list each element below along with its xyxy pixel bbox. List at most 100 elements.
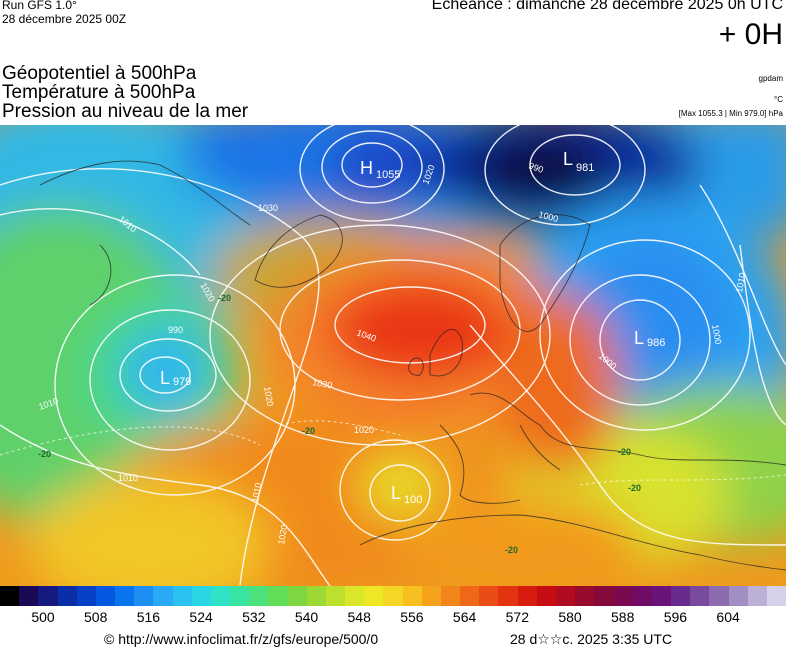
pressure-center-value: 1055 bbox=[376, 169, 400, 181]
pressure-center-value: 979 bbox=[173, 376, 191, 388]
isobars bbox=[0, 125, 786, 586]
legend-swatch bbox=[766, 586, 786, 606]
legend-swatch bbox=[0, 586, 20, 606]
title-geopotential: Géopotentiel à 500hPa bbox=[2, 63, 197, 84]
legend-swatch bbox=[440, 586, 461, 606]
legend-swatch bbox=[115, 586, 135, 606]
legend-swatch bbox=[268, 586, 288, 606]
legend-swatch bbox=[153, 586, 173, 606]
legend-tick-label: 508 bbox=[84, 609, 108, 625]
legend-swatch bbox=[345, 586, 365, 606]
isobar-labels: 990 1000 1010 1020 1030 1040 1000 1010 1… bbox=[37, 160, 747, 545]
legend-swatch bbox=[651, 586, 672, 606]
isobar-label: 1010 bbox=[734, 272, 747, 293]
pressure-center-type: L bbox=[634, 328, 644, 348]
isobar-label: 1020 bbox=[276, 524, 289, 545]
isobar-label: 1010 bbox=[250, 482, 263, 503]
legend-tick-label: 516 bbox=[136, 609, 161, 625]
legend-swatch bbox=[594, 586, 614, 606]
legend-swatch bbox=[498, 586, 518, 606]
legend-swatch bbox=[632, 586, 652, 606]
isobar-label: 1030 bbox=[312, 377, 333, 390]
pressure-max-min: [Max 1055.3 | Min 979.0] hPa bbox=[678, 109, 783, 118]
pressure-center-value: 986 bbox=[647, 337, 665, 349]
legend-swatch bbox=[536, 586, 556, 606]
pressure-center-value: 981 bbox=[576, 162, 594, 174]
legend-tick-label: 604 bbox=[716, 609, 740, 625]
copyright-url: © http://www.infoclimat.fr/z/gfs/europe/… bbox=[104, 631, 379, 647]
isotherm-label: -20 bbox=[505, 545, 518, 555]
legend-ticks: 500 508 516 524 532 540 548 556 564 572 580 588 596 6… bbox=[0, 606, 786, 626]
legend-swatch bbox=[249, 586, 269, 606]
legend-swatch bbox=[421, 586, 441, 606]
isotherm-label: -20 bbox=[618, 447, 631, 457]
legend-swatch bbox=[517, 586, 537, 606]
pressure-center-type: L bbox=[391, 483, 401, 503]
legend-swatch bbox=[134, 586, 154, 606]
legend-swatch bbox=[555, 586, 576, 606]
legend-swatch bbox=[325, 586, 346, 606]
legend-swatch bbox=[306, 586, 326, 606]
legend-swatch bbox=[95, 586, 116, 606]
legend-swatch bbox=[57, 586, 77, 606]
legend-swatch bbox=[38, 586, 58, 606]
forecast-valid-time: Echéance : dimanche 28 décembre 2025 0h … bbox=[431, 0, 783, 13]
legend-tick-label: 580 bbox=[558, 609, 582, 625]
isobar-label: 1020 bbox=[354, 425, 374, 435]
legend-tick-label: 596 bbox=[663, 609, 688, 625]
legend-swatch bbox=[575, 586, 595, 606]
isobar-label: 1010 bbox=[118, 473, 138, 483]
isobar-label: 1020 bbox=[262, 386, 275, 407]
legend-tick-label: 548 bbox=[347, 609, 371, 625]
legend-tick-label: 556 bbox=[400, 609, 424, 625]
pressure-center-type: L bbox=[563, 149, 573, 169]
unit-temperature: °C bbox=[774, 95, 783, 104]
legend-swatch bbox=[191, 586, 211, 606]
isobar-label: 1030 bbox=[258, 203, 278, 213]
render-date: 28 d☆☆c. 2025 3:35 UTC bbox=[510, 631, 673, 647]
legend-swatch bbox=[364, 586, 384, 606]
legend-tick-label: 524 bbox=[189, 609, 213, 625]
isotherm-labels: -20 -20 -20 -20 -20 -20 bbox=[38, 293, 641, 555]
legend-tick-label: 500 bbox=[31, 609, 55, 625]
unit-geopotential: gpdam bbox=[758, 74, 783, 83]
coastlines bbox=[39, 160, 786, 571]
pressure-center-type: L bbox=[160, 368, 170, 388]
legend-swatch bbox=[210, 586, 231, 606]
legend-tick-label: 532 bbox=[242, 609, 266, 625]
legend-swatch bbox=[230, 586, 250, 606]
legend-swatch bbox=[76, 586, 96, 606]
isobar-label: 990 bbox=[527, 160, 545, 175]
isotherm-label: -20 bbox=[38, 449, 51, 459]
pressure-center-value: 100 bbox=[404, 494, 422, 506]
weather-map: H 1055 L 981 L 979 L 986 L 100 990 1000 … bbox=[0, 125, 786, 586]
title-pressure: Pression au niveau de la mer bbox=[2, 101, 249, 122]
legend-swatch bbox=[479, 586, 499, 606]
legend-swatch bbox=[747, 586, 767, 606]
isotherm-label: -20 bbox=[218, 293, 231, 303]
forecast-offset: + 0H bbox=[718, 18, 783, 51]
legend-swatch bbox=[172, 586, 192, 606]
legend-swatch bbox=[460, 586, 480, 606]
legend-swatch bbox=[709, 586, 729, 606]
legend-swatch bbox=[613, 586, 633, 606]
run-label: Run GFS 1.0° bbox=[2, 0, 77, 12]
legend-swatch bbox=[671, 586, 691, 606]
legend-tick-label: 572 bbox=[505, 609, 529, 625]
run-date: 28 décembre 2025 00Z bbox=[2, 12, 127, 26]
geopotential-field bbox=[0, 125, 786, 586]
legend-tick-label: 540 bbox=[294, 609, 319, 625]
legend-swatch bbox=[383, 586, 403, 606]
legend-swatch bbox=[287, 586, 307, 606]
title-temperature: Température à 500hPa bbox=[2, 82, 196, 103]
legend-tick-label: 564 bbox=[452, 609, 477, 625]
isobar-label: 1000 bbox=[710, 324, 723, 345]
isotherms bbox=[0, 420, 786, 486]
legend-tick-label: 588 bbox=[611, 609, 635, 625]
pressure-centers: H 1055 L 981 L 979 L 986 L 100 bbox=[160, 149, 665, 506]
legend-swatch bbox=[19, 586, 39, 606]
pressure-center-type: H bbox=[360, 158, 373, 178]
isotherm-label: -20 bbox=[302, 426, 315, 436]
isotherm-label: -20 bbox=[628, 483, 641, 493]
color-legend bbox=[0, 586, 786, 606]
